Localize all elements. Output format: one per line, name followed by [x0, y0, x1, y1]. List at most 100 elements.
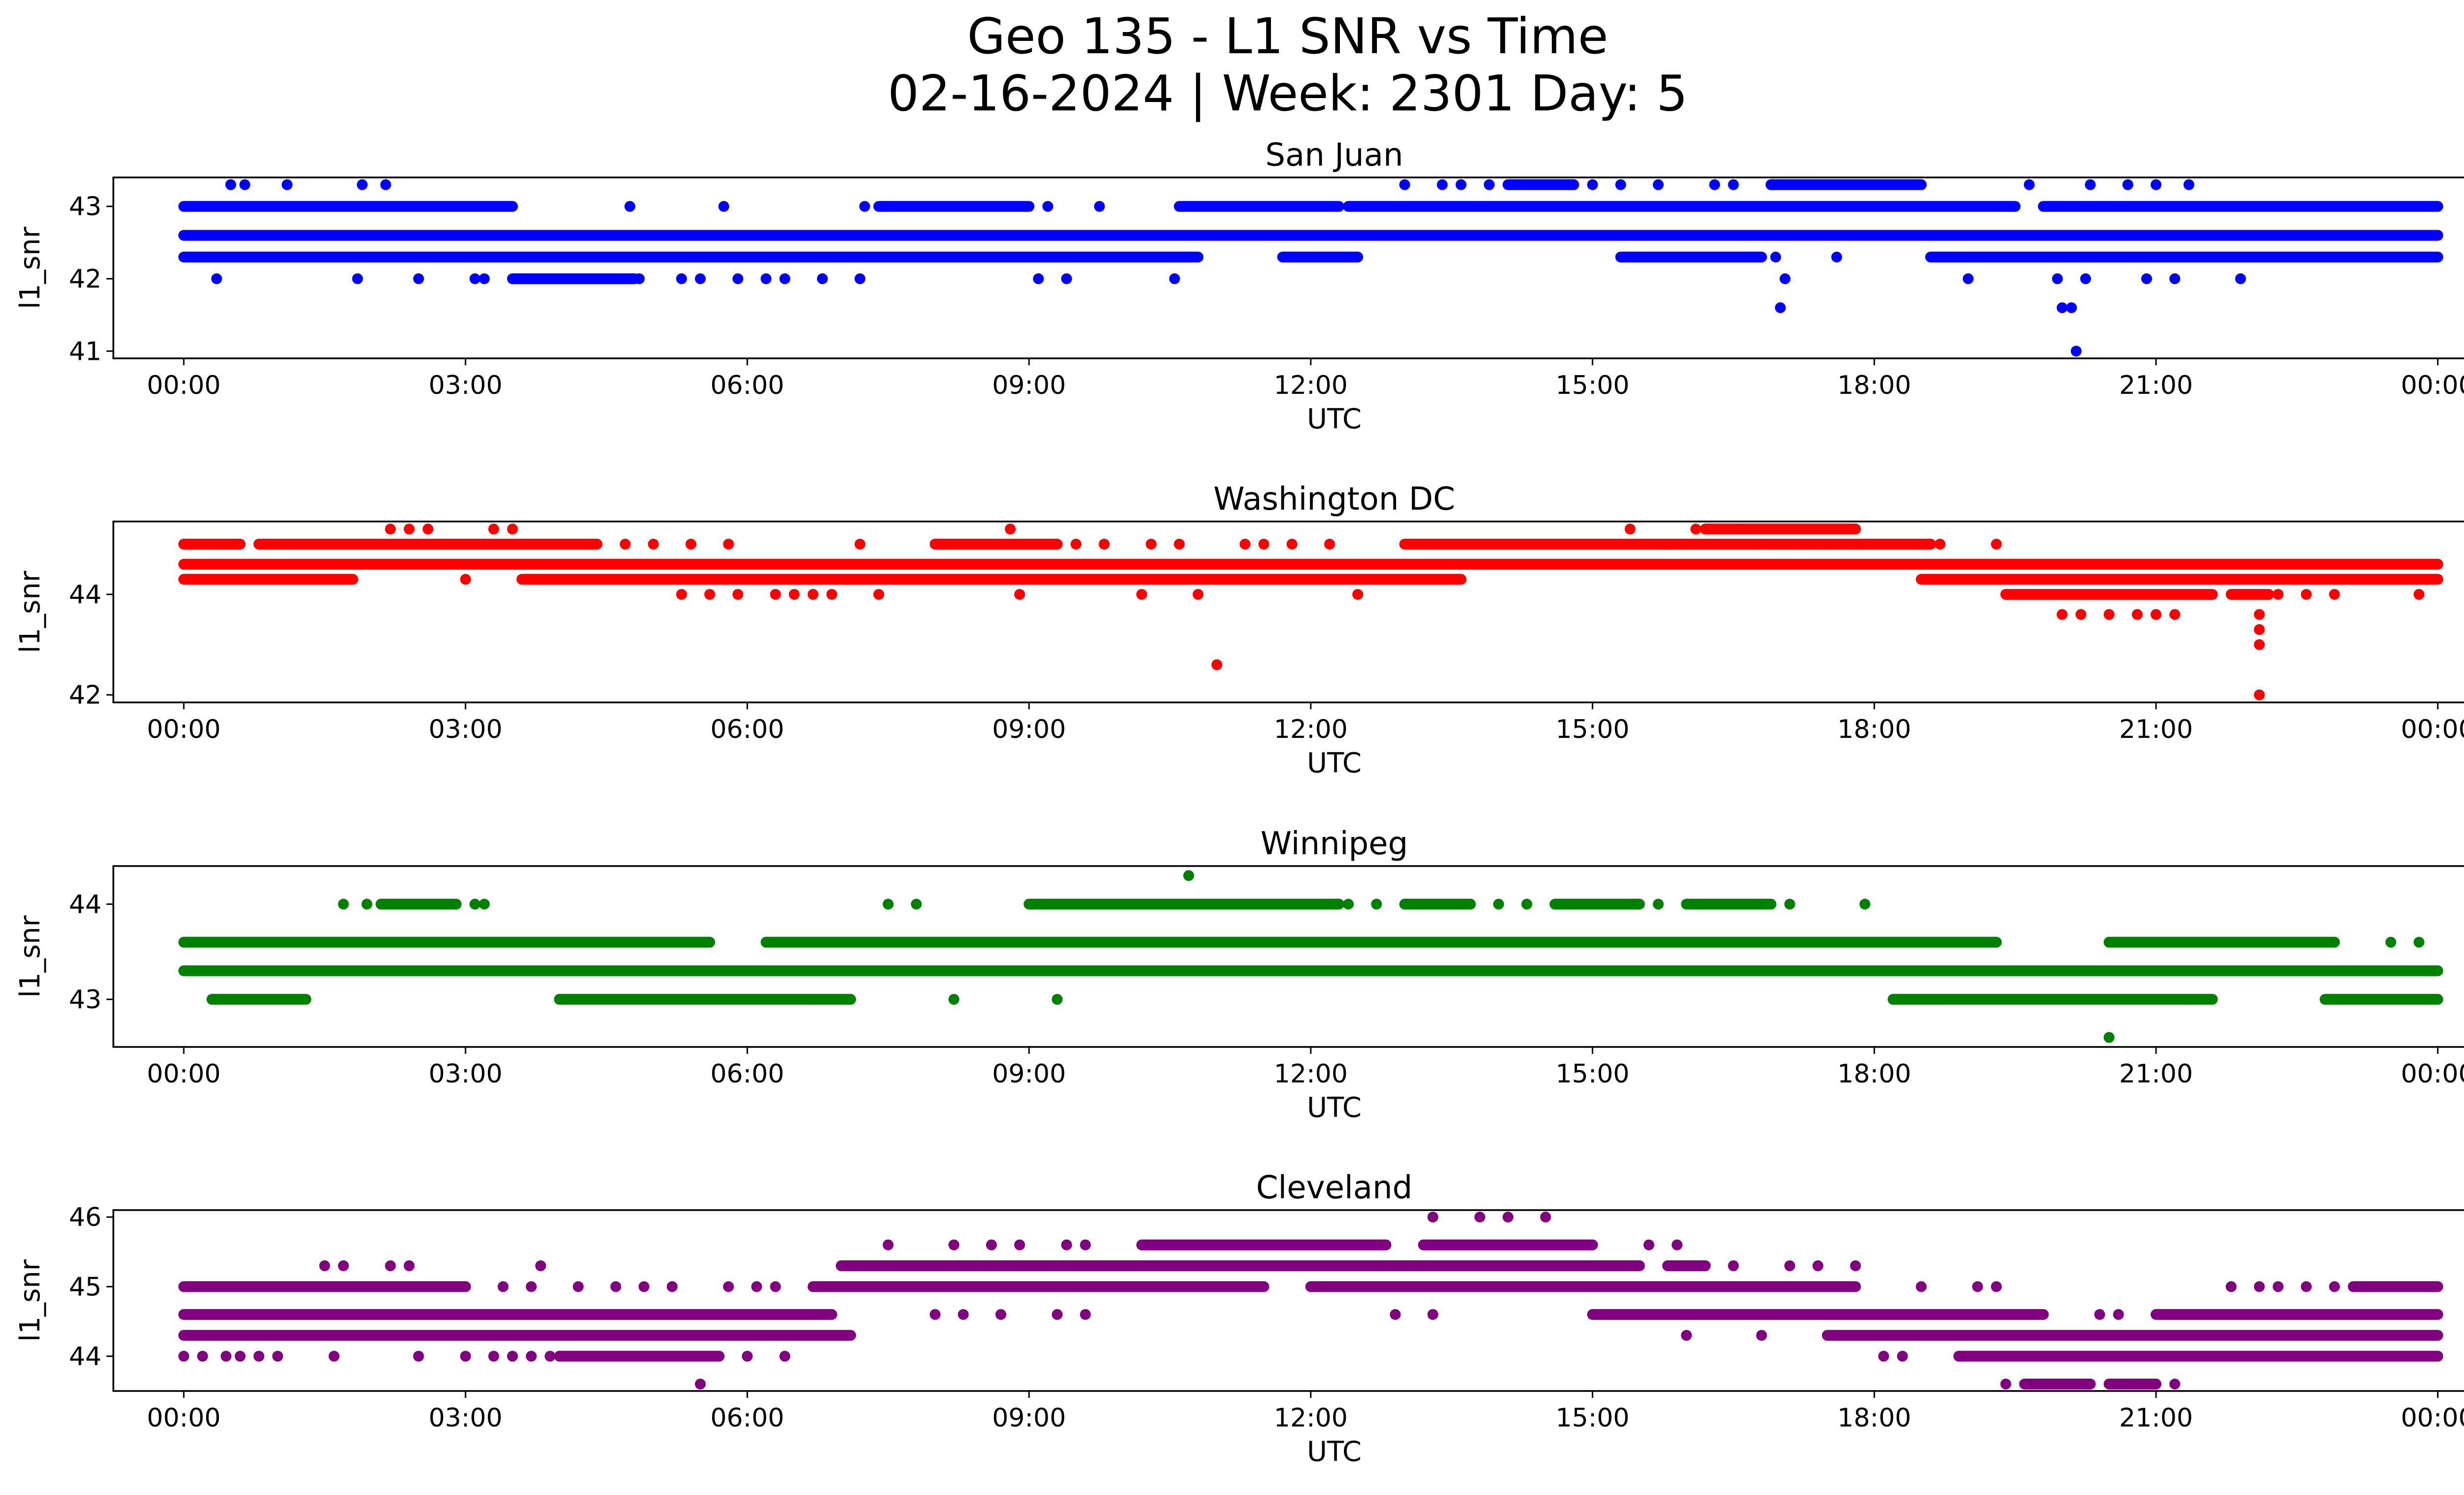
data-point: [2056, 609, 2068, 620]
x-tick-label: 18:00: [1837, 715, 1911, 744]
data-point: [695, 273, 706, 284]
x-tick-label: 12:00: [1274, 371, 1348, 400]
data-point: [1540, 1212, 1551, 1223]
data-point: [1427, 1309, 1438, 1320]
data-point: [855, 273, 866, 284]
data-point: [460, 574, 471, 585]
x-tick-label: 18:00: [1837, 1403, 1911, 1433]
data-point: [817, 273, 828, 284]
data-point: [1615, 179, 1626, 190]
data-point: [380, 179, 391, 190]
data-point: [1878, 1351, 1889, 1362]
x-tick-label: 15:00: [1556, 715, 1630, 744]
data-point: [2254, 1281, 2265, 1292]
data-point: [1859, 899, 1871, 910]
data-point: [770, 589, 781, 600]
data-point: [1286, 538, 1298, 550]
data-point: [2183, 179, 2194, 190]
data-point: [1737, 251, 1748, 263]
data-point: [2254, 639, 2265, 650]
x-tick-label: 00:00: [147, 1403, 221, 1433]
data-point: [695, 1378, 706, 1390]
data-point: [1239, 538, 1251, 550]
subplot-title: Cleveland: [1256, 1170, 1412, 1206]
data-point: [1991, 1281, 2002, 1292]
data-point: [1643, 1239, 1654, 1251]
x-tick-label: 09:00: [992, 715, 1066, 744]
data-point: [225, 179, 237, 190]
data-point: [995, 1309, 1006, 1320]
data-layer: [178, 179, 2443, 357]
data-point: [1624, 523, 1636, 535]
data-point: [1080, 1309, 1091, 1320]
data-point: [1061, 273, 1072, 284]
data-point: [2000, 1378, 2012, 1390]
data-point: [986, 1239, 997, 1251]
data-point: [413, 1351, 424, 1362]
data-point: [469, 273, 480, 284]
data-point: [873, 589, 885, 600]
data-point: [1136, 589, 1147, 600]
data-point: [1681, 1330, 1692, 1341]
data-point: [2169, 609, 2181, 620]
data-point: [929, 1309, 941, 1320]
data-point: [1033, 273, 1044, 284]
x-tick-label: 00:00: [2401, 1059, 2464, 1089]
figure-subtitle: 02-16-2024 | Week: 2301 Day: 5: [888, 65, 1687, 122]
data-point: [1371, 899, 1382, 910]
data-point: [718, 201, 729, 212]
data-point: [1145, 538, 1157, 550]
data-point: [610, 1281, 621, 1292]
data-point: [1972, 1281, 1983, 1292]
x-tick-label: 18:00: [1837, 371, 1911, 400]
y-axis-label: l1_snr: [14, 915, 46, 998]
data-point: [1352, 589, 1364, 600]
x-tick-label: 21:00: [2119, 371, 2193, 400]
data-point: [526, 1351, 537, 1362]
x-tick-label: 06:00: [710, 371, 784, 400]
data-point: [1756, 1330, 1767, 1341]
data-point: [1183, 870, 1195, 881]
data-point: [883, 899, 894, 910]
data-point: [2300, 1281, 2312, 1292]
data-point: [488, 523, 499, 535]
data-point: [1070, 538, 1082, 550]
x-tick-label: 09:00: [992, 1403, 1066, 1433]
data-point: [2329, 589, 2340, 600]
data-point: [352, 273, 363, 284]
data-point: [1014, 589, 1026, 600]
y-tick-label: 42: [69, 681, 102, 710]
x-axis-label: UTC: [1307, 747, 1362, 779]
data-layer: [178, 870, 2443, 1043]
data-point: [1934, 538, 1946, 550]
data-point: [732, 589, 744, 600]
data-point: [1672, 1239, 1683, 1251]
data-point: [2151, 609, 2162, 620]
data-point: [197, 1351, 208, 1362]
data-point: [328, 1351, 340, 1362]
data-point: [1812, 1260, 1823, 1271]
data-point: [2122, 179, 2133, 190]
data-point: [2056, 302, 2068, 313]
y-tick-label: 44: [69, 580, 102, 610]
subplot-title: Washington DC: [1213, 481, 1455, 518]
data-point: [2066, 302, 2077, 313]
subplot-title: San Juan: [1266, 137, 1403, 174]
data-point: [239, 179, 250, 190]
data-point: [526, 1281, 537, 1292]
data-point: [1780, 273, 1791, 284]
data-point: [1437, 179, 1448, 190]
data-point: [826, 589, 837, 600]
data-point: [2225, 1281, 2237, 1292]
data-point: [413, 273, 424, 284]
data-point: [1662, 538, 1674, 550]
x-tick-label: 06:00: [710, 715, 784, 744]
x-tick-label: 03:00: [429, 1403, 503, 1433]
data-point: [1700, 1260, 1711, 1271]
data-point: [479, 273, 490, 284]
subplots: San Juan 00:00 03:00 06:00 09:00 12:00 15:00 18…: [14, 137, 2464, 1468]
data-point: [253, 1351, 265, 1362]
data-point: [1390, 1309, 1401, 1320]
y-tick-label: 46: [69, 1203, 102, 1232]
